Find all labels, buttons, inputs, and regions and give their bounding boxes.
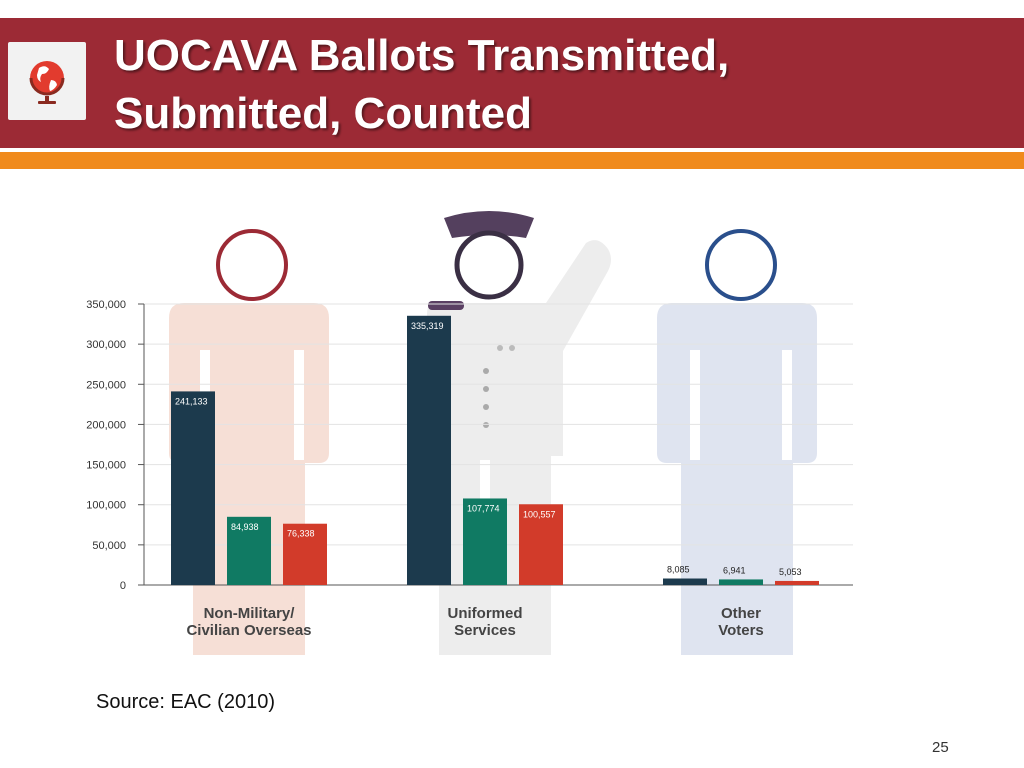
uniformed-figure-illustration [427,211,611,655]
x-category-label: Services [454,622,516,639]
bar [407,315,451,585]
page-number: 25 [932,739,949,756]
header-divider [0,148,1024,152]
y-tick-label: 350,000 [86,299,126,311]
y-tick-label: 0 [120,580,126,592]
y-tick-label: 150,000 [86,460,126,472]
x-category-label: Other [721,605,761,622]
bar-value-label: 107,774 [467,503,500,513]
bar [719,579,763,585]
x-category-label: Civilian Overseas [186,622,311,639]
page-title: UOCAVA Ballots Transmitted, Submitted, C… [114,27,994,143]
bar [519,504,563,585]
title-bar [0,18,1024,148]
bar [227,516,271,585]
y-tick-label: 50,000 [92,540,126,552]
accent-stripe [0,152,1024,169]
title-line-1: UOCAVA Ballots Transmitted, [114,31,730,80]
bar-value-label: 5,053 [779,567,802,577]
bar [283,523,327,585]
x-category-label: Voters [718,622,764,639]
bars: 241,133 335,319 8,085 84,938 107,774 6,941 76,… [171,315,819,585]
source-note: Source: EAC (2010) [96,691,275,713]
bar-value-label: 100,557 [523,509,556,519]
x-category-label: Non-Military/ [204,605,296,622]
y-tick-label: 100,000 [86,500,126,512]
bar-value-label: 76,338 [287,529,315,539]
bar-value-label: 241,133 [175,396,208,406]
x-category-label: Uniformed [448,605,523,622]
y-tick-label: 300,000 [86,339,126,351]
y-tick-label: 250,000 [86,379,126,391]
bar-value-label: 8,085 [667,565,690,575]
x-axis-labels: Non-Military/Civilian Overseas UniformedS… [186,605,763,639]
bar [463,498,507,585]
bar [663,578,707,585]
bar-value-label: 84,938 [231,522,259,532]
title-line-2: Submitted, Counted [114,89,532,138]
bar [171,391,215,585]
gridlines [144,303,853,546]
globe-icon [29,61,65,104]
bar-value-label: 6,941 [723,565,746,575]
bar [775,580,819,585]
bar-value-label: 335,319 [411,321,444,331]
y-tick-label: 200,000 [86,419,126,431]
other-voters-figure-illustration [657,229,817,655]
logo [8,42,86,120]
bar-chart: 0 50,000 100,000 150,000 200,000 250,000 300,0… [86,211,853,655]
